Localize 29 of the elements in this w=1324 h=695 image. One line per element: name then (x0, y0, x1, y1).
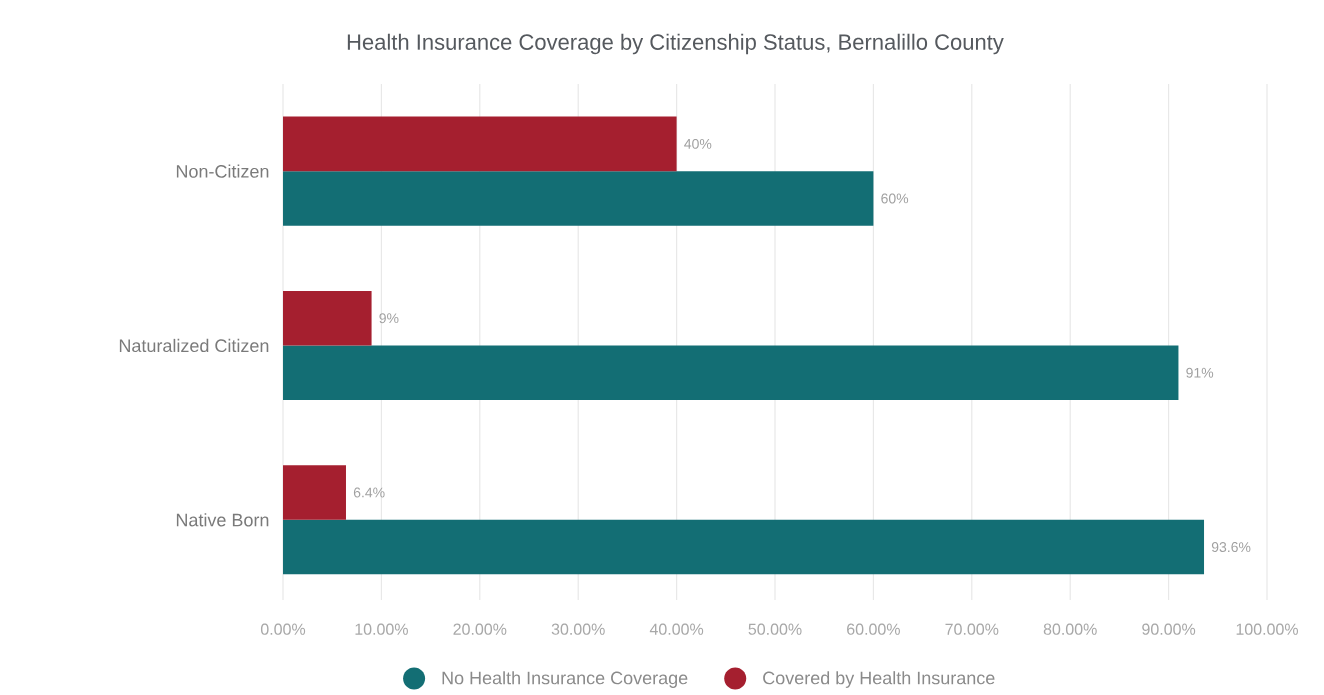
bar (283, 345, 1179, 401)
bar (283, 465, 346, 520)
x-tick-label: 70.00% (945, 623, 999, 635)
y-tick-label: Native Born (176, 513, 269, 527)
x-tick-label: 80.00% (1043, 623, 1097, 635)
data-label: 6.4% (353, 487, 385, 498)
legend-label: Covered by Health Insurance (763, 671, 995, 688)
x-tick-label: 50.00% (748, 623, 802, 635)
data-label: 91% (1186, 367, 1214, 378)
x-tick-label: 30.00% (551, 623, 605, 635)
data-label: 93.6% (1211, 542, 1251, 553)
data-label: 9% (379, 313, 399, 324)
x-tick-label: 0.00% (260, 623, 306, 635)
bar (283, 519, 1205, 575)
bar (283, 290, 372, 346)
bar (283, 171, 874, 226)
bar (283, 116, 677, 172)
x-tick-label: 40.00% (649, 623, 704, 635)
x-tick-label: 60.00% (847, 623, 900, 635)
data-label: 40% (684, 138, 712, 149)
legend-label: No Health Insurance Coverage (442, 671, 688, 688)
chart-title: Health Insurance Coverage by Citizenship Status, Bernalillo County (347, 33, 1004, 55)
y-tick-label: Non-Citizen (176, 164, 269, 178)
y-tick-label: Naturalized Citizen (119, 338, 269, 353)
data-label: 60% (881, 193, 909, 204)
x-tick-label: 10.00% (355, 623, 408, 635)
x-tick-label: 90.00% (1142, 623, 1196, 635)
x-tick-label: 20.00% (453, 623, 507, 635)
x-tick-label: 100.00% (1236, 623, 1299, 635)
